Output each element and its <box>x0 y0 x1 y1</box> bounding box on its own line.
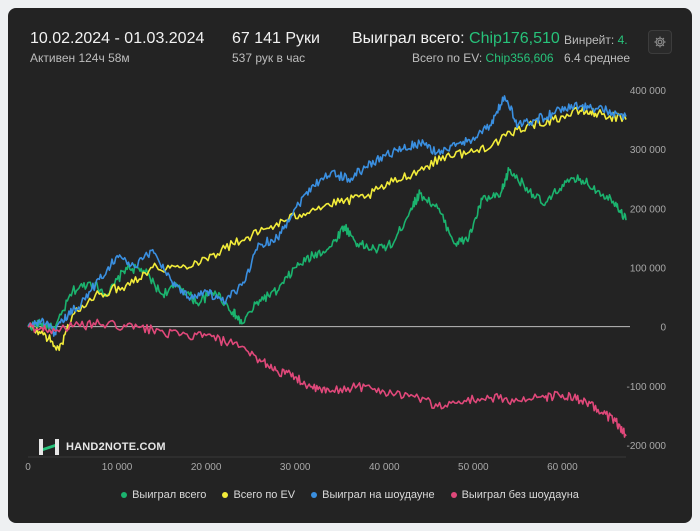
x-tick-label: 0 <box>25 462 31 473</box>
stats-card: 10.02.2024 - 01.03.2024 Активен 124ч 58м… <box>8 8 692 523</box>
date-range: 10.02.2024 - 01.03.2024 <box>30 30 205 47</box>
logo-text: HAND2NOTE.COM <box>66 441 166 453</box>
y-tick-label: -200 000 <box>627 441 667 452</box>
y-tick-label: -100 000 <box>627 382 667 393</box>
chart-series <box>27 95 627 438</box>
legend-item[interactable]: Выиграл на шоудауне <box>311 489 435 501</box>
ev-total-value: Chip356,606 <box>485 51 554 65</box>
legend-dot-icon <box>222 492 229 498</box>
won-total-label: Выиграл всего: <box>352 30 465 47</box>
x-tick-label: 20 000 <box>191 462 222 473</box>
chart-axes: 400 000 300 000 200 000 100 000 0 -100 000 -20… <box>25 86 666 473</box>
legend-dot-icon <box>450 492 457 498</box>
active-time: Активен 124ч 58м <box>30 51 130 65</box>
y-tick-label: 200 000 <box>630 204 667 215</box>
y-tick-label: 0 <box>660 323 666 334</box>
legend-dot-icon <box>311 492 318 498</box>
x-tick-label: 50 000 <box>458 462 489 473</box>
legend-label: Выиграл без шоудауна <box>461 489 579 501</box>
gear-icon <box>654 36 666 48</box>
winrate-value: 4. <box>617 33 628 47</box>
legend-item[interactable]: Всего по EV <box>222 489 295 501</box>
y-tick-label: 400 000 <box>630 86 667 97</box>
x-tick-label: 60 000 <box>547 462 578 473</box>
ev-total: Всего по EV: Chip356,606 <box>412 51 554 65</box>
series-line <box>27 167 627 334</box>
average-text: 6.4 среднее <box>564 51 631 65</box>
y-tick-label: 100 000 <box>630 264 667 275</box>
x-tick-label: 40 000 <box>369 462 400 473</box>
hands-per-hour: 537 рук в час <box>232 51 306 65</box>
x-tick-label: 10 000 <box>102 462 133 473</box>
legend-item[interactable]: Выиграл без шоудауна <box>450 489 579 501</box>
won-total: Выиграл всего: Chip176,510 <box>352 30 560 48</box>
chart: 400 000 300 000 200 000 100 000 0 -100 000 -20… <box>25 86 666 473</box>
chart-legend: Выиграл всего Всего по EV Выиграл на шоуда… <box>8 489 692 501</box>
y-tick-label: 300 000 <box>630 145 667 156</box>
ev-total-label: Всего по EV: <box>412 51 483 65</box>
legend-item[interactable]: Выиграл всего <box>121 489 206 501</box>
series-line <box>27 106 627 352</box>
series-line <box>27 318 627 438</box>
series-line <box>27 95 627 337</box>
winrate-label: Винрейт: <box>564 33 615 47</box>
hand2note-logo: HAND2NOTE.COM <box>38 438 166 456</box>
settings-button[interactable] <box>648 30 672 54</box>
hand2note-logo-icon <box>39 439 59 455</box>
hands-count: 67 141 Руки <box>232 30 320 47</box>
x-tick-label: 30 000 <box>280 462 311 473</box>
legend-label: Всего по EV <box>233 489 296 501</box>
legend-label: Выиграл на шоудауне <box>322 489 435 501</box>
winrate: Винрейт: 4. <box>564 33 632 47</box>
legend-dot-icon <box>121 492 128 498</box>
legend-label: Выиграл всего <box>132 489 207 501</box>
won-total-value: Chip176,510 <box>469 30 560 47</box>
